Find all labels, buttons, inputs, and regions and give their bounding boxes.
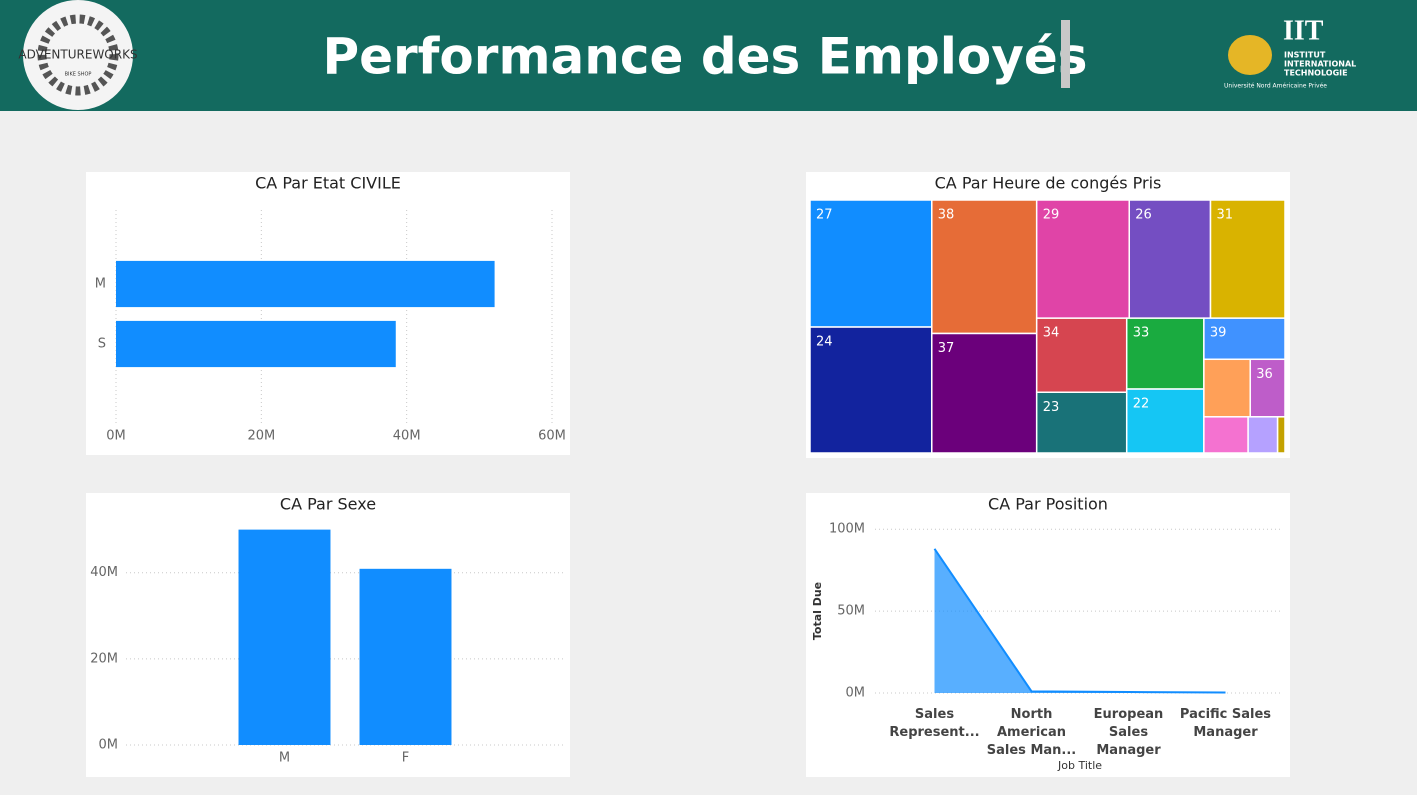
x-axis-title: Job Title [1057,759,1102,772]
y-tick-label: 50M [837,604,865,619]
iit-name: IIT [1283,15,1324,46]
y-tick-label: 40M [90,565,118,580]
iit-footer: Université Nord Américaine Privée [1224,83,1327,90]
treemap-tile [931,199,1038,335]
x-tick-label: 20M [247,429,275,444]
tile-label: 31 [1217,208,1234,223]
tile-label: 26 [1135,208,1152,223]
logo-text: ADVENTUREWORKS [18,48,137,62]
y-axis-title: Total Due [811,582,824,640]
y-tick-label: 100M [829,522,865,537]
treemap-tile [1203,317,1286,361]
bar [116,320,396,368]
chart-title: CA Par Etat CIVILE [255,174,401,193]
tile-label: 23 [1043,400,1060,415]
iit-line: INSTITUT [1284,51,1326,60]
x-tick-label: 0M [106,429,126,444]
chart-title: CA Par Position [988,495,1108,514]
iit-globe [1228,35,1272,75]
header-bar [0,0,1417,111]
tile-label: 27 [816,208,833,223]
chart-title: CA Par Heure de congés Pris [935,174,1162,193]
bar [116,260,495,308]
bar [238,529,331,745]
treemap-tile [809,199,933,328]
y-tick-label: M [95,277,106,292]
treemap-tile [809,326,933,454]
tile-label: 24 [816,335,833,350]
treemap-tile [1125,388,1205,454]
y-tick-label: S [98,337,106,352]
treemap-tile [1203,416,1249,454]
title-divider [1061,20,1070,88]
y-tick-label: 0M [846,686,866,701]
x-tick-label: 60M [538,429,566,444]
x-tick-label: European Sales Manager [1093,707,1164,758]
y-tick-label: 20M [90,651,118,666]
x-tick-label: M [279,751,290,766]
tile-label: 36 [1256,367,1273,382]
tile-label: 29 [1043,208,1060,223]
y-tick-label: 0M [99,738,119,753]
iit-line: TECHNOLOGIE [1284,69,1348,78]
iit-line: INTERNATIONAL [1284,60,1356,69]
tile-label: 34 [1043,326,1060,341]
tile-label: 22 [1133,397,1150,412]
chart-title: CA Par Sexe [280,495,376,514]
panel [806,493,1290,777]
x-tick-label: Pacific Sales Manager [1179,707,1272,740]
x-tick-label: Sales Represent... [889,707,980,740]
treemap-tile [1128,199,1212,319]
treemap-tile [931,332,1038,454]
treemap-tile [1247,416,1279,454]
treemap-tile [1203,358,1251,418]
treemap-tile [1276,416,1286,454]
bar [359,568,452,745]
panel [86,172,570,455]
x-tick-label: North American Sales Man... [986,707,1077,758]
tile-label: 39 [1210,326,1227,341]
tile-label: 33 [1133,326,1150,341]
logo-tagline: BIKE SHOP [65,72,92,78]
area-line [933,548,1226,694]
x-tick-label: F [402,751,409,766]
tile-label: 38 [938,208,955,223]
treemap-tile [1125,317,1205,390]
page-title: Performance des Employés [322,28,1087,86]
tile-label: 37 [938,341,955,356]
treemap-tile [1035,317,1128,394]
x-tick-label: 40M [393,429,421,444]
logo-gear [37,14,119,96]
